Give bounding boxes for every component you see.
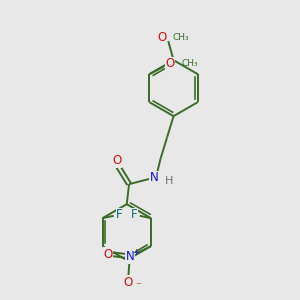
Text: N: N (125, 250, 134, 263)
Text: CH₃: CH₃ (173, 33, 190, 42)
Text: +: + (132, 248, 140, 256)
Text: O: O (103, 248, 112, 261)
Text: O: O (157, 31, 167, 44)
Text: F: F (130, 208, 137, 221)
Text: O: O (112, 154, 122, 167)
Text: N: N (150, 171, 158, 184)
Text: O: O (165, 57, 175, 70)
Text: O: O (124, 276, 133, 289)
Text: F: F (116, 208, 123, 221)
Text: ⁻: ⁻ (135, 281, 141, 292)
Text: H: H (165, 176, 174, 186)
Text: CH₃: CH₃ (181, 59, 198, 68)
